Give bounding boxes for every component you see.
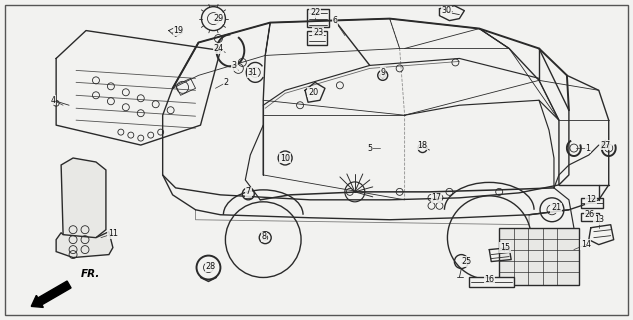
Text: 7: 7 xyxy=(246,188,251,196)
Bar xyxy=(499,228,579,285)
Polygon shape xyxy=(56,232,113,258)
Bar xyxy=(581,213,599,221)
Text: 8: 8 xyxy=(261,232,266,241)
Text: 23: 23 xyxy=(313,28,323,37)
Text: 15: 15 xyxy=(500,243,510,252)
Text: 2: 2 xyxy=(224,78,229,87)
Text: 3: 3 xyxy=(232,61,237,70)
Text: 28: 28 xyxy=(205,262,215,271)
Polygon shape xyxy=(61,158,106,240)
Text: 29: 29 xyxy=(213,14,223,23)
Text: 31: 31 xyxy=(248,68,257,77)
Text: 16: 16 xyxy=(484,275,494,284)
Text: 21: 21 xyxy=(551,203,561,212)
Text: 19: 19 xyxy=(173,26,184,35)
Text: FR.: FR. xyxy=(81,269,101,279)
Text: 20: 20 xyxy=(308,88,318,97)
Text: 30: 30 xyxy=(441,6,451,15)
Text: 13: 13 xyxy=(594,215,604,224)
Text: 10: 10 xyxy=(280,154,290,163)
Text: 24: 24 xyxy=(213,44,223,53)
Bar xyxy=(307,31,327,45)
Text: 26: 26 xyxy=(585,210,595,219)
Bar xyxy=(469,277,514,287)
Text: 11: 11 xyxy=(108,229,118,238)
Text: 9: 9 xyxy=(380,68,385,77)
Text: 5: 5 xyxy=(367,144,372,153)
Text: 27: 27 xyxy=(601,140,611,149)
Text: 12: 12 xyxy=(586,195,596,204)
Text: 6: 6 xyxy=(332,16,337,25)
FancyArrow shape xyxy=(31,281,71,308)
Text: 4: 4 xyxy=(51,96,56,105)
Text: 25: 25 xyxy=(461,257,472,266)
Text: 22: 22 xyxy=(310,8,320,17)
Bar xyxy=(307,9,329,27)
Bar xyxy=(581,198,603,208)
Text: 14: 14 xyxy=(581,240,591,249)
Text: 17: 17 xyxy=(432,193,442,202)
Text: 18: 18 xyxy=(418,140,427,149)
Text: 1: 1 xyxy=(586,144,591,153)
